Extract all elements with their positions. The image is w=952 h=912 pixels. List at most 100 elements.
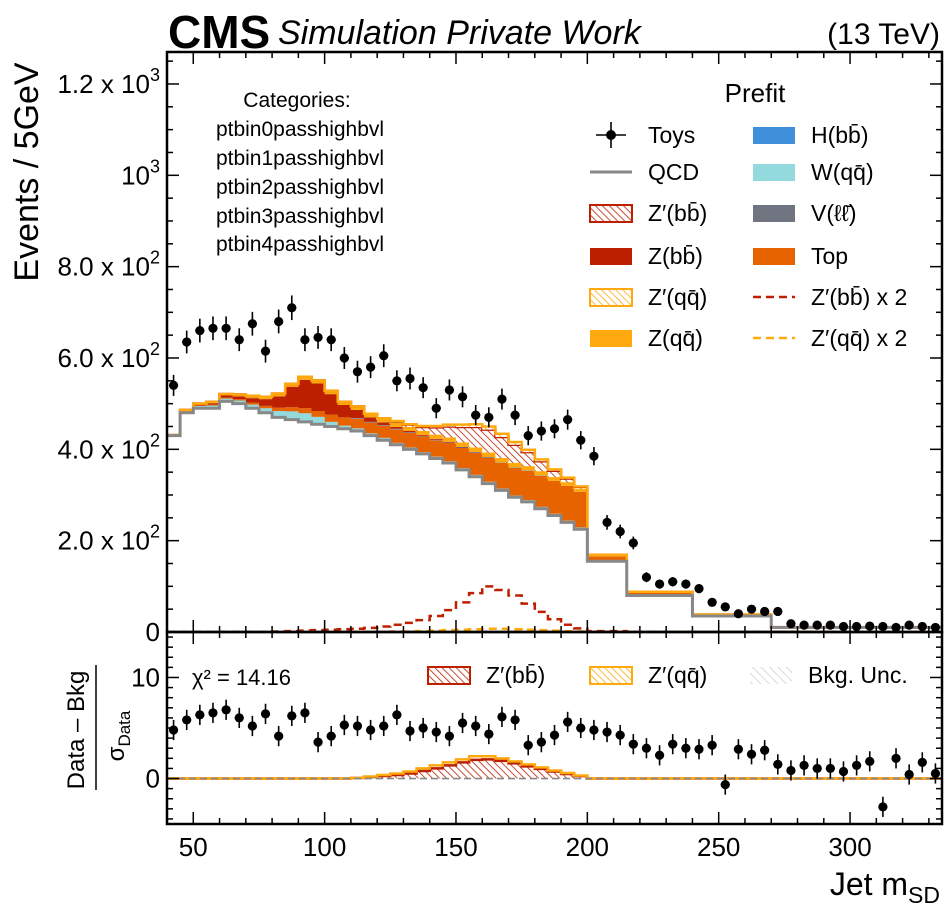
toy-marker bbox=[668, 577, 678, 587]
toy-marker bbox=[628, 538, 638, 548]
top-area bbox=[167, 397, 942, 628]
y-tick-mantissa: 1.2 x 10 bbox=[57, 69, 150, 99]
legend-swatch-hatch bbox=[589, 204, 633, 223]
toy-marker bbox=[392, 376, 402, 386]
toy-marker bbox=[878, 621, 888, 632]
energy-label: (13 TeV) bbox=[827, 18, 940, 51]
chi2-label: χ² = 14.16 bbox=[192, 665, 291, 690]
legend-entry-zpbb2: Z′(bb̄) x 2 bbox=[753, 284, 907, 310]
ratio-marker bbox=[668, 739, 678, 749]
toy-marker bbox=[379, 351, 389, 361]
cms-label: CMS bbox=[168, 6, 270, 58]
y-tick-label: 2.0 x 102 bbox=[57, 522, 160, 556]
ratio-point bbox=[786, 760, 796, 781]
y-tick-label: 103 bbox=[121, 156, 160, 190]
ratio-marker bbox=[536, 737, 546, 747]
toy-point bbox=[536, 421, 546, 441]
toy-marker bbox=[589, 451, 599, 461]
toy-marker bbox=[812, 620, 822, 630]
ratio-marker bbox=[904, 769, 914, 780]
ratio-marker bbox=[523, 740, 533, 750]
toy-point bbox=[366, 356, 376, 379]
ratio-marker bbox=[733, 744, 743, 754]
ratio-marker bbox=[628, 739, 638, 749]
toy-marker bbox=[247, 319, 257, 329]
ratio-point bbox=[654, 745, 665, 766]
ratio-zpbb-area bbox=[167, 759, 942, 779]
ratio-marker bbox=[234, 713, 244, 723]
toy-marker bbox=[891, 622, 901, 632]
ratio-legend-label: Z′(bb̄) bbox=[486, 662, 545, 688]
toy-point bbox=[865, 621, 875, 631]
toy-marker bbox=[418, 383, 428, 393]
categories-title: Categories: bbox=[243, 89, 350, 112]
ratio-marker bbox=[444, 731, 455, 741]
toy-marker bbox=[904, 620, 914, 630]
ratio-point bbox=[615, 724, 625, 746]
ratio-point bbox=[799, 755, 809, 776]
categories-block: Categories: ptbin0passhighbvl ptbin1pass… bbox=[216, 89, 384, 256]
toy-marker bbox=[786, 619, 796, 629]
ratio-point bbox=[274, 725, 284, 747]
ratio-marker bbox=[786, 765, 796, 776]
toy-point bbox=[838, 621, 849, 632]
toy-marker bbox=[182, 337, 192, 347]
ratio-point bbox=[392, 704, 402, 725]
toy-point bbox=[379, 344, 389, 368]
y-tick-mantissa: 4.0 x 10 bbox=[57, 434, 150, 464]
ratio-legend-label: Bkg. Unc. bbox=[808, 662, 908, 688]
ratio-y-tick-label: 0 bbox=[146, 764, 160, 794]
ratio-point bbox=[195, 704, 205, 725]
ratio-point bbox=[746, 744, 757, 765]
category-item: ptbin2passhighbvl bbox=[216, 176, 384, 199]
toy-marker bbox=[221, 323, 231, 333]
legend: Prefit Toys H(bb̄) QCD W(qq̄) Z′(bb̄) V(ℓℓ̄) Z… bbox=[589, 78, 907, 351]
ratio-marker bbox=[549, 730, 560, 740]
toy-point bbox=[234, 328, 244, 352]
ratio-marker bbox=[366, 725, 376, 735]
toy-marker bbox=[602, 517, 612, 527]
ratio-point bbox=[930, 763, 941, 784]
ratio-y-axis-title: Data – Bkg σData bbox=[63, 665, 134, 790]
toy-point bbox=[392, 370, 402, 392]
ratio-point bbox=[471, 715, 481, 737]
legend-title: Prefit bbox=[725, 78, 786, 108]
toy-marker bbox=[457, 392, 468, 402]
y-tick-label: 8.0 x 102 bbox=[57, 248, 160, 282]
toy-marker bbox=[930, 622, 941, 632]
ratio-point bbox=[313, 732, 323, 753]
ratio-point bbox=[405, 720, 415, 742]
ratio-marker bbox=[891, 753, 901, 763]
legend-swatch-fill bbox=[753, 205, 795, 222]
ratio-point bbox=[418, 717, 428, 739]
ratio-point bbox=[457, 712, 468, 734]
toy-marker bbox=[313, 332, 323, 343]
toy-point bbox=[405, 367, 415, 390]
ratio-marker bbox=[418, 723, 428, 733]
toy-point bbox=[760, 606, 770, 617]
x-tick-label: 50 bbox=[179, 832, 208, 862]
toy-point bbox=[812, 620, 822, 630]
ratio-point bbox=[733, 739, 743, 760]
legend-swatch-hatch bbox=[589, 288, 633, 307]
toy-point bbox=[352, 360, 363, 383]
toy-marker bbox=[760, 606, 770, 617]
toy-point bbox=[746, 604, 757, 614]
ratio-marker bbox=[930, 768, 941, 779]
ratio-point bbox=[221, 699, 231, 720]
ratio-point bbox=[444, 725, 455, 747]
ratio-marker bbox=[760, 745, 770, 755]
legend-label: QCD bbox=[648, 159, 699, 185]
ratio-point bbox=[326, 725, 336, 747]
ratio-marker bbox=[195, 710, 205, 720]
ratio-marker bbox=[287, 711, 297, 721]
toy-marker bbox=[431, 403, 441, 413]
ratio-marker bbox=[274, 731, 284, 741]
toy-marker bbox=[274, 316, 284, 327]
legend-swatch-fill bbox=[753, 164, 795, 181]
toy-marker bbox=[654, 579, 665, 589]
toy-marker bbox=[168, 380, 179, 390]
toy-point bbox=[917, 621, 927, 632]
toy-marker bbox=[484, 412, 494, 422]
